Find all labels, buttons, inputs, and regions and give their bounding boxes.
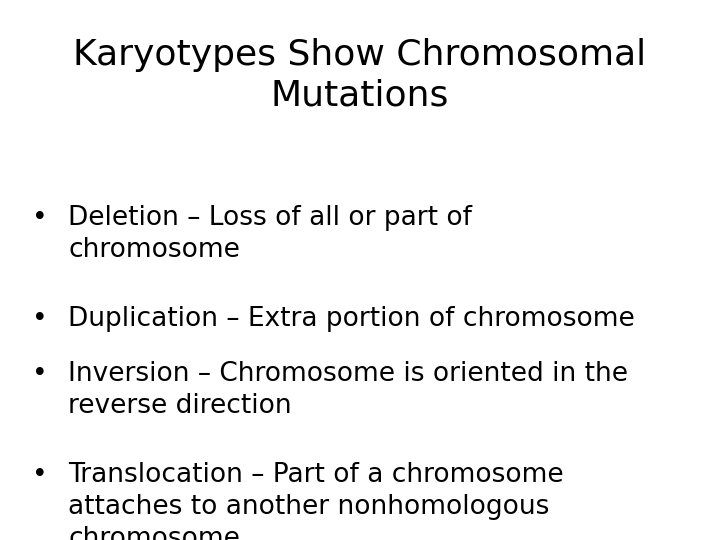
Text: •: •	[32, 205, 48, 231]
Text: Karyotypes Show Chromosomal
Mutations: Karyotypes Show Chromosomal Mutations	[73, 38, 647, 112]
Text: Translocation – Part of a chromosome
attaches to another nonhomologous
chromosom: Translocation – Part of a chromosome att…	[68, 462, 564, 540]
Text: •: •	[32, 462, 48, 488]
Text: Duplication – Extra portion of chromosome: Duplication – Extra portion of chromosom…	[68, 306, 635, 332]
Text: •: •	[32, 361, 48, 387]
Text: Inversion – Chromosome is oriented in the
reverse direction: Inversion – Chromosome is oriented in th…	[68, 361, 629, 419]
Text: •: •	[32, 306, 48, 332]
Text: Deletion – Loss of all or part of
chromosome: Deletion – Loss of all or part of chromo…	[68, 205, 472, 263]
